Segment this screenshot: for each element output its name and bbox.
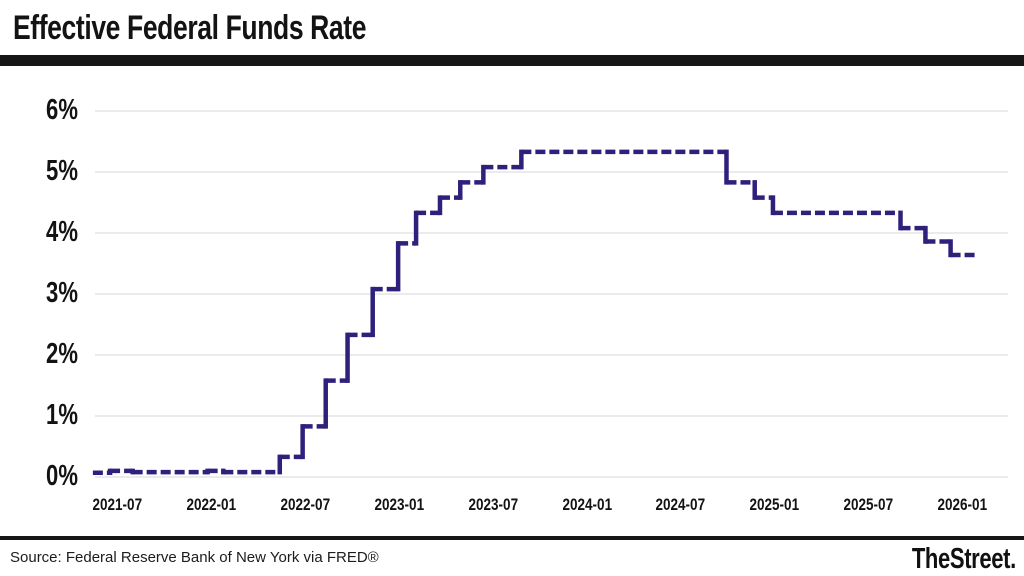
y-tick-label: 1% <box>8 400 78 431</box>
x-tick-text: 2025-01 <box>749 496 800 514</box>
x-tick-label: 2026-01 <box>908 495 1018 515</box>
y-tick-label: 3% <box>8 278 78 309</box>
x-tick-label: 2022-07 <box>250 495 360 515</box>
y-tick-label: 2% <box>8 339 78 370</box>
x-tick-text: 2021-07 <box>92 496 142 514</box>
y-tick-text: 2% <box>46 338 78 370</box>
x-tick-label: 2024-07 <box>626 495 736 515</box>
x-tick-label: 2021-07 <box>62 495 172 515</box>
x-tick-text: 2024-01 <box>561 496 612 514</box>
x-tick-text: 2022-01 <box>186 496 236 514</box>
x-tick-label: 2023-01 <box>344 495 454 515</box>
footer-divider <box>0 536 1024 540</box>
brand-logo-text: TheStreet. <box>912 543 1016 575</box>
y-tick-label: 6% <box>8 95 78 126</box>
x-tick-text: 2022-07 <box>280 496 330 514</box>
x-tick-label: 2025-07 <box>814 495 924 515</box>
x-tick-label: 2025-01 <box>720 495 830 515</box>
x-tick-text: 2023-07 <box>467 496 518 514</box>
x-tick-text: 2025-07 <box>843 496 894 514</box>
y-tick-text: 6% <box>46 94 78 126</box>
page-title-text: Effective Federal Funds Rate <box>13 9 367 47</box>
y-tick-text: 4% <box>46 216 78 248</box>
y-tick-label: 5% <box>8 156 78 187</box>
y-tick-text: 0% <box>46 460 78 492</box>
y-tick-label: 0% <box>8 461 78 492</box>
x-tick-label: 2023-07 <box>438 495 548 515</box>
source-note: Source: Federal Reserve Bank of New York… <box>10 549 379 566</box>
title-divider <box>0 55 1024 66</box>
brand-logo: TheStreet. <box>879 543 1016 576</box>
x-tick-label: 2022-01 <box>156 495 266 515</box>
page-title: Effective Federal Funds Rate <box>13 9 466 48</box>
y-tick-label: 4% <box>8 217 78 248</box>
x-tick-text: 2026-01 <box>937 496 988 514</box>
y-tick-text: 3% <box>46 277 78 309</box>
y-tick-text: 5% <box>46 155 78 187</box>
y-tick-text: 1% <box>46 399 78 431</box>
x-tick-label: 2024-01 <box>532 495 642 515</box>
x-tick-text: 2024-07 <box>655 496 706 514</box>
x-tick-text: 2023-01 <box>374 496 424 514</box>
